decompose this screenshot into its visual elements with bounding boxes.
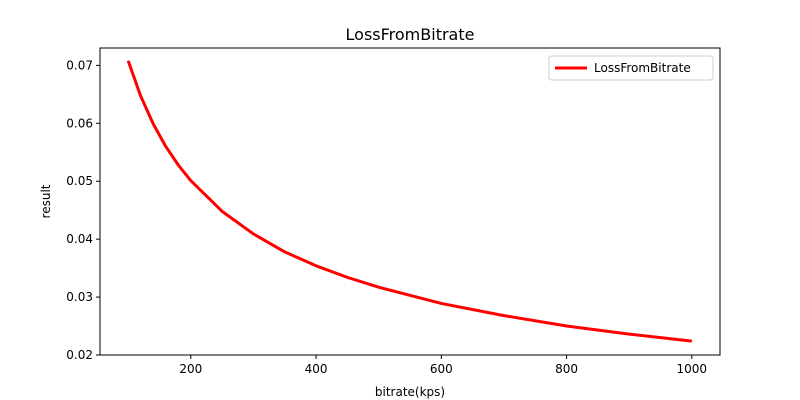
y-tick-label: 0.06 (66, 116, 93, 130)
y-axis-label: result (39, 184, 53, 218)
y-tick-label: 0.05 (66, 174, 93, 188)
x-tick-label: 600 (430, 362, 453, 376)
legend: LossFromBitrate (548, 55, 714, 81)
legend-box (548, 55, 714, 81)
x-tick-label: 200 (179, 362, 202, 376)
x-axis-label: bitrate(kps) (375, 385, 445, 399)
y-tick-label: 0.03 (66, 290, 93, 304)
plot-frame (99, 47, 721, 356)
y-tick-label: 0.04 (66, 232, 93, 246)
x-tick-label: 1000 (677, 362, 708, 376)
x-tick-label: 800 (555, 362, 578, 376)
legend-label: LossFromBitrate (594, 61, 691, 75)
y-axis: 0.02 0.03 0.04 0.05 0.06 0.07 (66, 58, 100, 362)
x-axis: 200 400 600 800 1000 (179, 355, 707, 376)
y-tick-label: 0.02 (66, 348, 93, 362)
y-tick-label: 0.07 (66, 58, 93, 72)
series-line-lossfrombitrate (126, 60, 692, 343)
chart-title: LossFromBitrate (346, 25, 475, 44)
x-tick-label: 400 (305, 362, 328, 376)
